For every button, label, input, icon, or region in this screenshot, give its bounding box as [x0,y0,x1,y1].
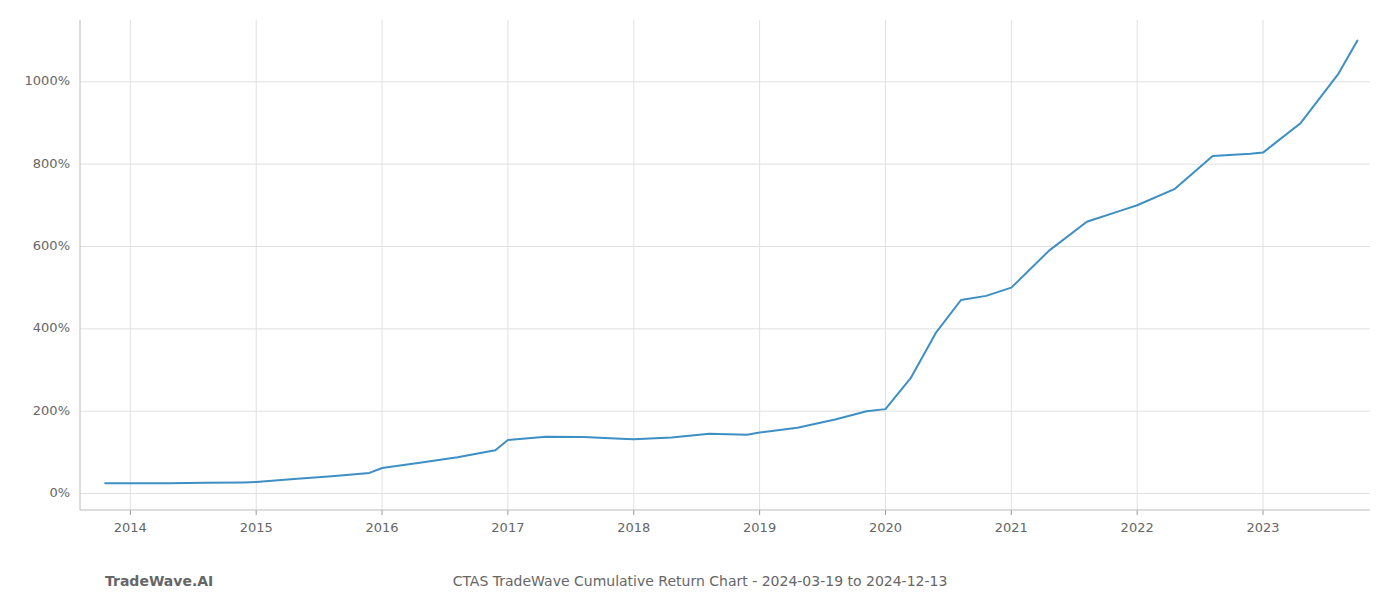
x-tick-label: 2020 [869,520,902,535]
y-tick-label: 200% [33,403,70,418]
x-tick-label: 2018 [617,520,650,535]
y-axis-line [80,20,81,510]
x-grid-line [885,20,886,510]
x-tick-label: 2016 [366,520,399,535]
y-tick-label: 600% [33,238,70,253]
x-tick-mark [382,510,383,515]
x-tick-mark [759,510,760,515]
x-tick-mark [1263,510,1264,515]
y-grid-line [80,81,1370,82]
y-grid-line [80,328,1370,329]
y-grid-line [80,246,1370,247]
y-tick-label: 400% [33,320,70,335]
x-grid-line [1137,20,1138,510]
x-tick-label: 2023 [1246,520,1279,535]
x-tick-mark [507,510,508,515]
line-series [105,41,1357,484]
y-tick-label: 1000% [25,73,70,88]
x-tick-mark [256,510,257,515]
y-grid-line [80,493,1370,494]
x-tick-mark [1137,510,1138,515]
x-tick-label: 2022 [1121,520,1154,535]
y-tick-label: 0% [49,485,70,500]
x-tick-label: 2021 [995,520,1028,535]
chart-title: CTAS TradeWave Cumulative Return Chart -… [453,573,948,589]
x-grid-line [256,20,257,510]
x-grid-line [1263,20,1264,510]
x-grid-line [633,20,634,510]
x-tick-label: 2015 [240,520,273,535]
plot-area [105,41,1357,484]
chart: 0% 200% 400% 600% 800% 1000% 2014 2015 2016 2017 2… [0,0,1400,600]
x-grid-line [1011,20,1012,510]
x-tick-label: 2017 [491,520,524,535]
x-tick-mark [633,510,634,515]
x-tick-mark [130,510,131,515]
axes: 0% 200% 400% 600% 800% 1000% 2014 2015 2016 2017 2… [25,20,1370,535]
x-tick-label: 2014 [114,520,147,535]
x-grid-line [507,20,508,510]
y-grid-line [80,164,1370,165]
y-tick-label: 800% [33,156,70,171]
x-tick-mark [885,510,886,515]
y-grid-line [80,411,1370,412]
x-grid-line [382,20,383,510]
watermark: TradeWave.AI [105,573,213,589]
x-grid-line [130,20,131,510]
x-grid-line [759,20,760,510]
x-tick-label: 2019 [743,520,776,535]
grid [80,20,1370,510]
x-tick-mark [1011,510,1012,515]
x-axis-line [80,510,1370,511]
